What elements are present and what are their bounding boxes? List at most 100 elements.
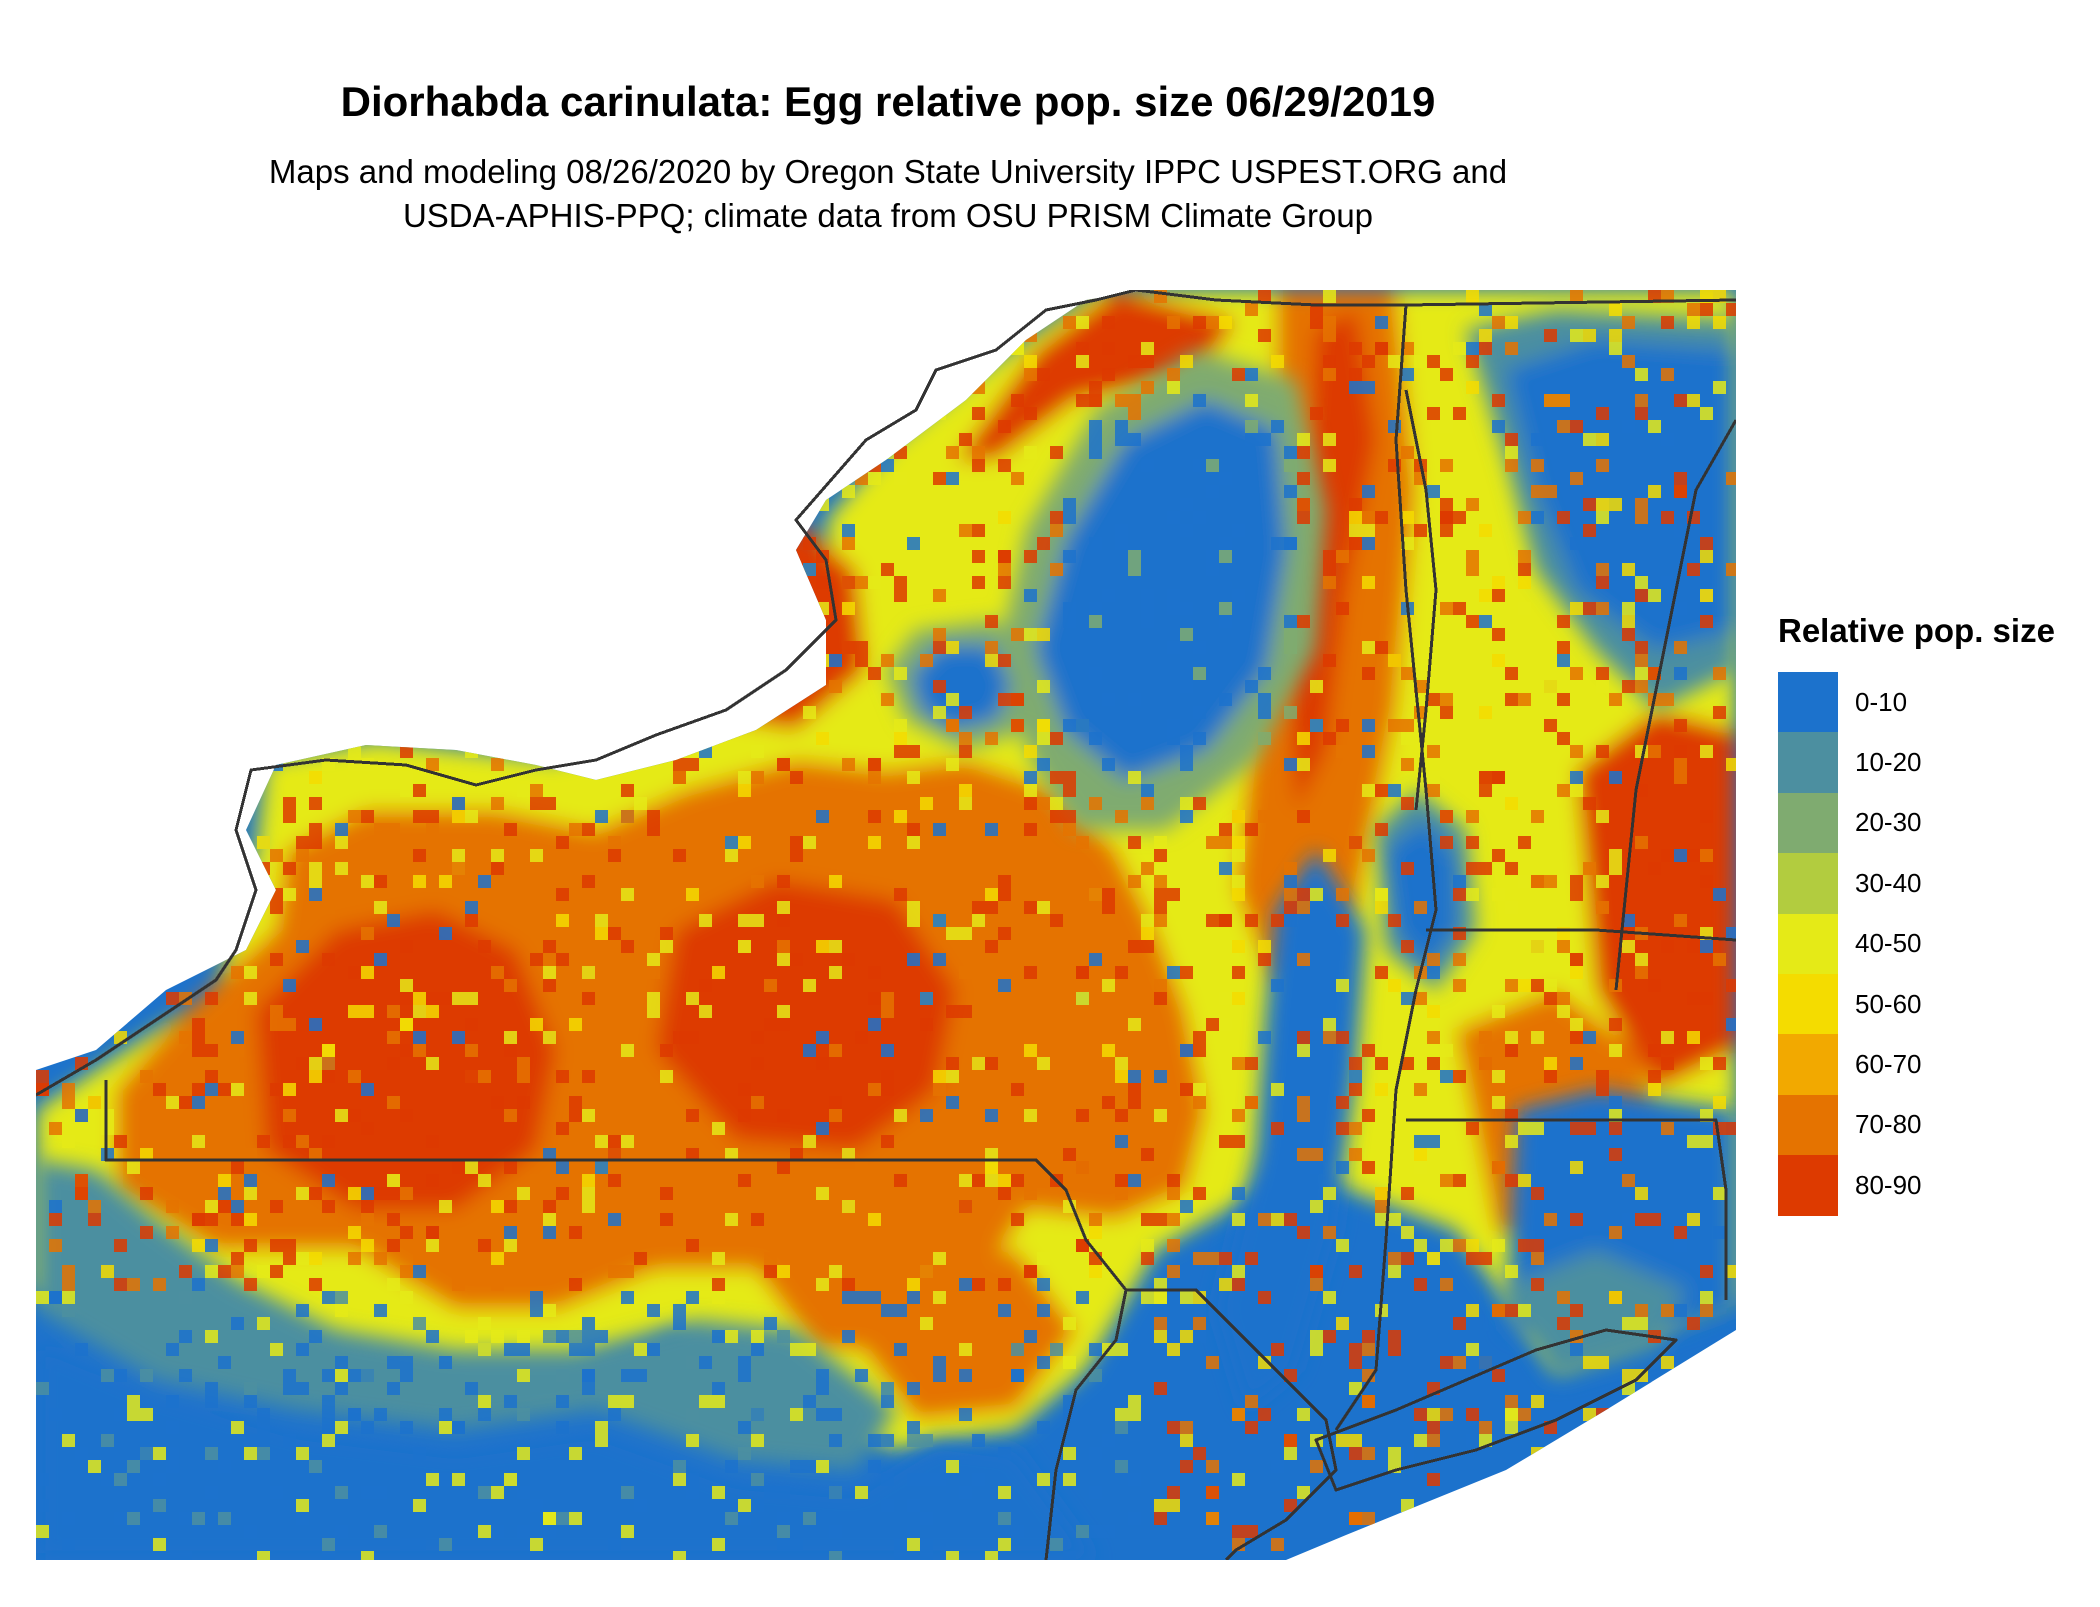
raster-cell — [1531, 1460, 1544, 1473]
raster-cell — [1466, 1239, 1479, 1252]
raster-cell — [413, 1317, 426, 1330]
raster-cell — [192, 901, 205, 914]
raster-cell — [205, 589, 218, 602]
raster-cell — [166, 1460, 179, 1473]
raster-cell — [283, 745, 296, 758]
raster-cell — [738, 1174, 751, 1187]
raster-cell — [231, 680, 244, 693]
raster-cell — [36, 680, 49, 693]
raster-cell — [1193, 1291, 1206, 1304]
raster-cell — [621, 537, 634, 550]
raster-cell — [1349, 836, 1362, 849]
raster-cell — [1375, 823, 1388, 836]
raster-cell — [1180, 1434, 1193, 1447]
lake-champlain-line — [1404, 389, 1438, 811]
raster-cell — [1687, 1031, 1700, 1044]
raster-cell — [426, 303, 439, 316]
raster-cell — [1401, 732, 1414, 745]
raster-cell — [1466, 888, 1479, 901]
raster-cell — [257, 498, 270, 511]
raster-cell — [1700, 1291, 1713, 1304]
raster-cell — [465, 641, 478, 654]
legend-swatch — [1778, 1094, 1838, 1156]
raster-cell — [1011, 472, 1024, 485]
raster-cell — [1063, 927, 1076, 940]
raster-cell — [322, 459, 335, 472]
raster-cell — [1011, 628, 1024, 641]
raster-cell — [868, 758, 881, 771]
raster-cell — [868, 1213, 881, 1226]
raster-cell — [829, 1265, 842, 1278]
raster-cell — [1700, 1538, 1713, 1551]
raster-cell — [504, 1395, 517, 1408]
raster-cell — [1531, 1252, 1544, 1265]
raster-cell — [1596, 459, 1609, 472]
raster-cell — [1700, 303, 1713, 316]
raster-cell — [1063, 550, 1076, 563]
raster-cell — [1349, 1538, 1362, 1551]
raster-cell — [257, 407, 270, 420]
raster-cell — [894, 732, 907, 745]
raster-cell — [101, 550, 114, 563]
raster-cell — [764, 602, 777, 615]
raster-cell — [400, 784, 413, 797]
raster-cell — [1362, 1538, 1375, 1551]
raster-cell — [1310, 1018, 1323, 1031]
raster-cell — [244, 966, 257, 979]
raster-cell — [816, 836, 829, 849]
raster-cell — [1011, 719, 1024, 732]
raster-cell — [374, 459, 387, 472]
raster-cell — [530, 693, 543, 706]
raster-cell — [1505, 1265, 1518, 1278]
raster-cell — [647, 303, 660, 316]
raster-cell — [1570, 1122, 1583, 1135]
raster-cell — [1570, 1057, 1583, 1070]
raster-cell — [192, 914, 205, 927]
raster-cell — [1024, 368, 1037, 381]
raster-cell — [1193, 1447, 1206, 1460]
raster-cell — [803, 420, 816, 433]
raster-cell — [75, 1109, 88, 1122]
raster-cell — [933, 680, 946, 693]
raster-cell — [478, 355, 491, 368]
raster-cell — [1323, 1330, 1336, 1343]
raster-cell — [296, 342, 309, 355]
raster-cell — [179, 862, 192, 875]
raster-cell — [673, 849, 686, 862]
raster-cell — [1349, 1265, 1362, 1278]
raster-cell — [790, 472, 803, 485]
raster-cell — [270, 1018, 283, 1031]
raster-cell — [192, 1239, 205, 1252]
raster-cell — [1154, 1070, 1167, 1083]
raster-cell — [75, 810, 88, 823]
raster-cell — [1674, 667, 1687, 680]
raster-cell — [985, 940, 998, 953]
raster-cell — [36, 1031, 49, 1044]
raster-cell — [725, 1148, 738, 1161]
raster-cell — [712, 368, 725, 381]
raster-cell — [1349, 537, 1362, 550]
raster-cell — [1050, 810, 1063, 823]
raster-cell — [1713, 888, 1726, 901]
raster-cell — [114, 472, 127, 485]
raster-cell — [1219, 1135, 1232, 1148]
raster-cell — [270, 589, 283, 602]
raster-cell — [218, 485, 231, 498]
raster-cell — [1180, 1330, 1193, 1343]
raster-cell — [699, 914, 712, 927]
legend-label: 40-50 — [1855, 928, 1922, 959]
raster-cell — [1323, 329, 1336, 342]
raster-cell — [439, 342, 452, 355]
raster-cell — [1349, 732, 1362, 745]
raster-cell — [1037, 732, 1050, 745]
raster-cell — [101, 706, 114, 719]
raster-cell — [1271, 914, 1284, 927]
raster-cell — [231, 966, 244, 979]
raster-cell — [1050, 1538, 1063, 1551]
raster-cell — [1102, 693, 1115, 706]
raster-cell — [1648, 589, 1661, 602]
raster-cell — [1414, 1278, 1427, 1291]
raster-cell — [49, 1291, 62, 1304]
raster-cell — [114, 368, 127, 381]
raster-cell — [725, 1512, 738, 1525]
